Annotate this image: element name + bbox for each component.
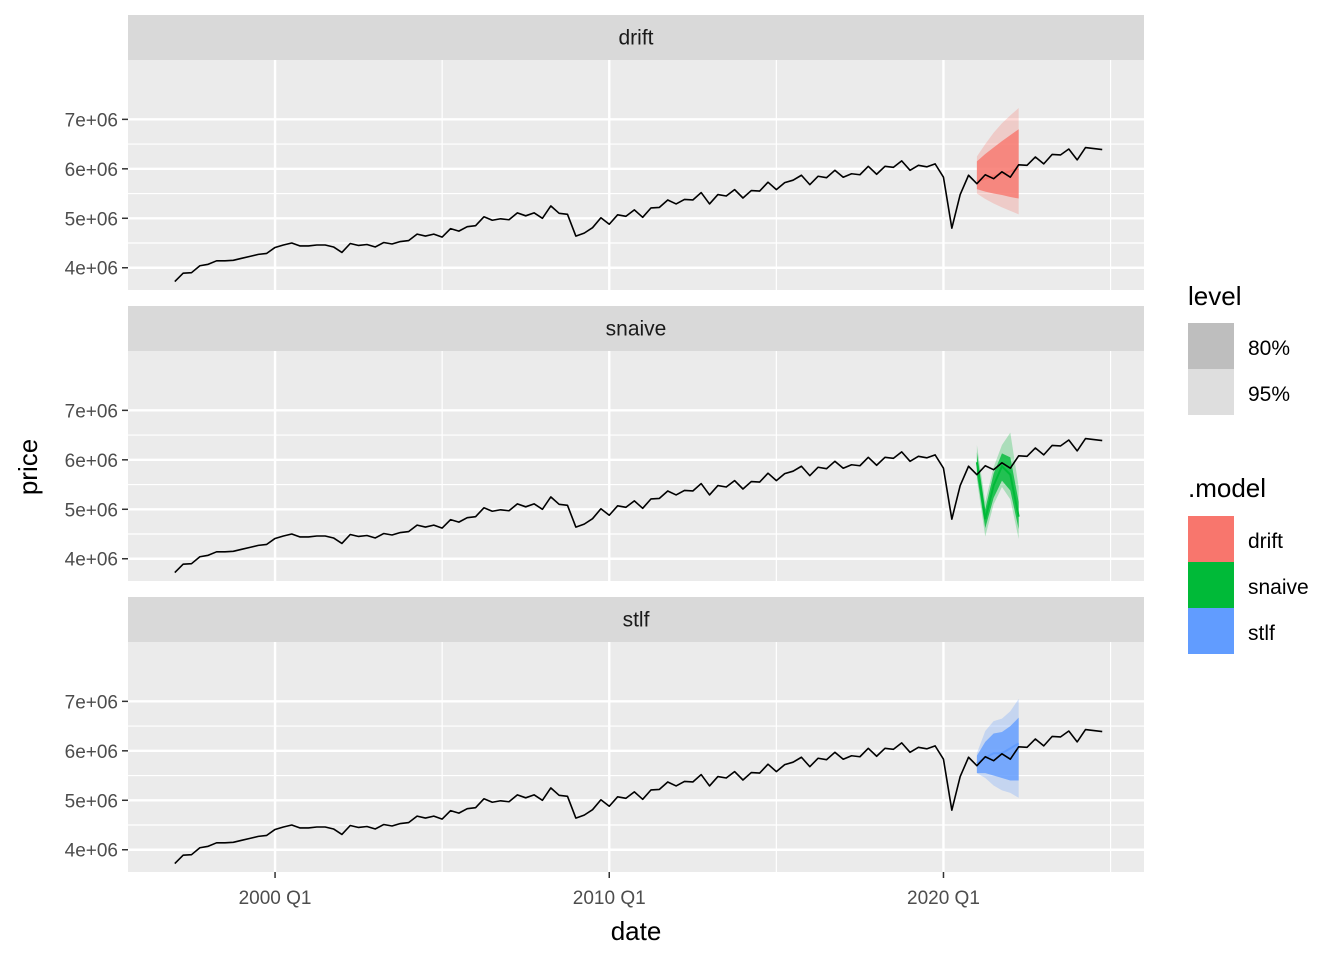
legend-level-title: level	[1188, 281, 1241, 311]
y-tick-label: 6e+06	[65, 160, 118, 181]
price-line-stlf	[174, 728, 1103, 865]
y-tick-label: 5e+06	[65, 500, 118, 521]
legend-model-title: .model	[1188, 473, 1266, 503]
y-axis-title: price	[13, 439, 43, 495]
forecast-band-80-stlf	[976, 717, 1019, 781]
x-tick-label: 2020 Q1	[907, 888, 980, 909]
legend-model-label-stlf: stlf	[1248, 622, 1275, 645]
legend: level 80% 95% .model drift snaive stlf	[1188, 281, 1309, 654]
legend-model-key-snaive	[1188, 562, 1234, 608]
forecast-band-80-drift	[976, 129, 1019, 199]
facet-panels: drift 4e+06 5e+06 6e+06 7e+06 snaive 4e+06 5e+0…	[65, 15, 1144, 872]
legend-model-key-drift	[1188, 516, 1234, 562]
legend-model-key-stlf	[1188, 608, 1234, 654]
price-line-drift	[174, 146, 1103, 283]
panel-background	[128, 60, 1144, 290]
facet-strip-stlf	[128, 597, 1144, 642]
legend-level-key-95	[1188, 369, 1234, 415]
y-tick-label: 7e+06	[65, 692, 118, 713]
panel-background	[128, 351, 1144, 581]
panel-background	[128, 642, 1144, 872]
x-axis-title: date	[611, 916, 662, 946]
forecast-mean-snaive	[975, 462, 1020, 520]
y-tick-label: 6e+06	[65, 742, 118, 763]
facet-drift: drift 4e+06 5e+06 6e+06 7e+06	[65, 15, 1144, 290]
x-tick-label: 2010 Q1	[573, 888, 646, 909]
facet-snaive: snaive 4e+06 5e+06 6e+06 7e+06	[65, 306, 1144, 581]
facet-strip-label-snaive: snaive	[606, 318, 667, 341]
facet-stlf: stlf 4e+06 5e+06 6e+06 7e+06	[65, 597, 1144, 872]
legend-level-label-80: 80%	[1248, 337, 1290, 360]
legend-model-label-snaive: snaive	[1248, 576, 1309, 599]
y-tick-label: 4e+06	[65, 259, 118, 280]
facet-strip-snaive	[128, 306, 1144, 351]
y-tick-label: 7e+06	[65, 401, 118, 422]
y-tick-label: 6e+06	[65, 451, 118, 472]
x-axis: 2000 Q1 2010 Q1 2020 Q1	[239, 872, 980, 909]
legend-level-key-80	[1188, 323, 1234, 369]
y-tick-label: 5e+06	[65, 209, 118, 230]
y-tick-label: 5e+06	[65, 791, 118, 812]
y-tick-label: 4e+06	[65, 550, 118, 571]
x-tick-label: 2000 Q1	[239, 888, 312, 909]
y-tick-label: 7e+06	[65, 110, 118, 131]
price-line-snaive	[174, 437, 1103, 574]
legend-level-label-95: 95%	[1248, 383, 1290, 406]
legend-model-label-drift: drift	[1248, 530, 1283, 553]
facet-strip-drift	[128, 15, 1144, 60]
y-tick-label: 4e+06	[65, 841, 118, 862]
facet-strip-label-stlf: stlf	[623, 609, 650, 632]
facet-strip-label-drift: drift	[618, 27, 653, 50]
